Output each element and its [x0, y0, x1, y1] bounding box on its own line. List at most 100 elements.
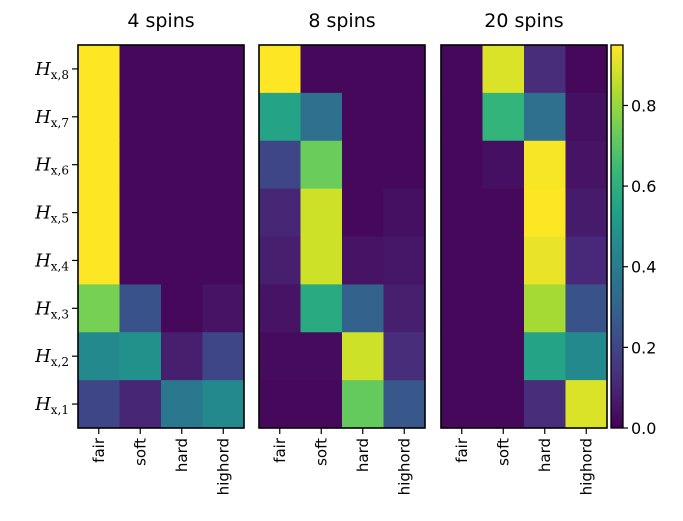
heatmap-cell — [300, 140, 343, 190]
x-tick-label: fair — [90, 437, 108, 463]
panel-title: 4 spins — [127, 10, 194, 32]
heatmap-cell — [259, 188, 301, 237]
y-tick-label-base: H — [34, 250, 51, 271]
heatmap-cell — [78, 236, 120, 285]
heatmap-cell — [482, 332, 525, 381]
y-tick-label: Hx,8 — [34, 59, 69, 82]
heatmap-cell — [202, 236, 245, 285]
heatmap-cell — [119, 45, 162, 94]
heatmap-cell — [524, 140, 566, 190]
x-tick-label: fair — [271, 437, 289, 463]
panel-frame — [258, 44, 426, 429]
heatmap-cell — [441, 140, 483, 190]
panel-title: 8 spins — [308, 10, 375, 32]
heatmap-cell — [524, 236, 566, 285]
y-tick-label-sub: x,4 — [51, 259, 70, 273]
heatmap-cell — [161, 380, 203, 429]
panel-frame — [77, 44, 245, 429]
heatmap-cell — [565, 332, 608, 381]
y-tick-label: Hx,5 — [34, 203, 69, 226]
heatmap-cell — [78, 140, 120, 190]
heatmap-cell — [524, 92, 566, 142]
heatmap-cell — [202, 380, 245, 429]
y-tick-label-base: H — [34, 394, 51, 415]
x-tick-label: highord — [577, 438, 595, 495]
heatmap-cell — [300, 332, 343, 381]
x-tick-label: hard — [173, 438, 191, 472]
heatmap-cell — [342, 236, 384, 285]
y-tick-label-sub: x,7 — [51, 116, 69, 130]
heatmap-cell — [383, 188, 426, 237]
y-tick-label-base: H — [34, 346, 51, 367]
heatmap-cell — [565, 45, 608, 94]
heatmap-cell — [161, 92, 203, 142]
heatmap-cell — [119, 188, 162, 237]
heatmap-cell — [441, 188, 483, 237]
heatmap-cell — [119, 140, 162, 190]
heatmap-cell — [565, 236, 608, 285]
heatmap-cell — [78, 188, 120, 237]
heatmap-cell — [383, 140, 426, 190]
heatmap-cell — [383, 284, 426, 333]
colorbar-tick-label: 0.0 — [631, 419, 656, 438]
x-tick-label: fair — [453, 437, 471, 463]
y-tick-label-sub: x,2 — [51, 355, 69, 369]
y-tick-label: Hx,1 — [34, 394, 69, 417]
heatmap-cell — [202, 284, 245, 333]
heatmap-cell — [78, 284, 120, 333]
heatmap-cell — [441, 236, 483, 285]
heatmap-cell — [78, 92, 120, 142]
heatmap-cell — [78, 332, 120, 381]
x-tick-label: hard — [354, 438, 372, 472]
colorbar-tick-label: 0.4 — [631, 258, 656, 277]
heatmap-cell — [565, 188, 608, 237]
heatmap-cell — [78, 380, 120, 429]
heatmap-cell — [161, 188, 203, 237]
heatmap-cell — [119, 284, 162, 333]
colorbar-gradient — [611, 45, 623, 428]
heatmap-cell — [161, 332, 203, 381]
y-tick-label-sub: x,5 — [51, 212, 69, 226]
heatmap-cell — [482, 140, 525, 190]
heatmap-cell — [259, 140, 301, 190]
heatmap-cell — [342, 45, 384, 94]
heatmap-cell — [161, 284, 203, 333]
colorbar-frame — [610, 44, 624, 429]
y-tick-label: Hx,3 — [34, 298, 69, 321]
heatmap-cell — [524, 332, 566, 381]
y-tick-label-base: H — [34, 155, 51, 176]
panel-title: 20 spins — [484, 10, 563, 32]
heatmap-cell — [161, 236, 203, 285]
heatmap-cell — [524, 188, 566, 237]
heatmap-cell — [482, 188, 525, 237]
heatmap-cell — [300, 45, 343, 94]
heatmap-cell — [259, 236, 301, 285]
heatmap-cell — [300, 92, 343, 142]
y-tick-label: Hx,4 — [34, 250, 69, 273]
heatmap-cell — [383, 45, 426, 94]
y-tick-label: Hx,2 — [34, 346, 69, 369]
heatmap-cell — [441, 284, 483, 333]
heatmap-cell — [342, 188, 384, 237]
heatmap-cell — [119, 236, 162, 285]
heatmap-cell — [524, 284, 566, 333]
heatmap-cell — [119, 92, 162, 142]
heatmap-cell — [482, 45, 525, 94]
heatmap-cell — [259, 45, 301, 94]
heatmap-cell — [259, 284, 301, 333]
heatmap-cell — [342, 92, 384, 142]
heatmap-panel: 4 spins fair soft hard highord — [77, 10, 245, 495]
heatmap-cell — [524, 45, 566, 94]
heatmap-cell — [383, 332, 426, 381]
heatmap-cell — [565, 380, 608, 429]
heatmap-cell — [161, 45, 203, 94]
heatmap-cell — [441, 45, 483, 94]
heatmap-panel: 20 spins fair soft hard highord — [440, 10, 608, 495]
y-tick-label: Hx,7 — [34, 107, 69, 130]
x-tick-label: soft — [494, 438, 512, 466]
heatmap-cell — [342, 140, 384, 190]
heatmap-cell — [482, 284, 525, 333]
y-tick-label-base: H — [34, 107, 51, 128]
